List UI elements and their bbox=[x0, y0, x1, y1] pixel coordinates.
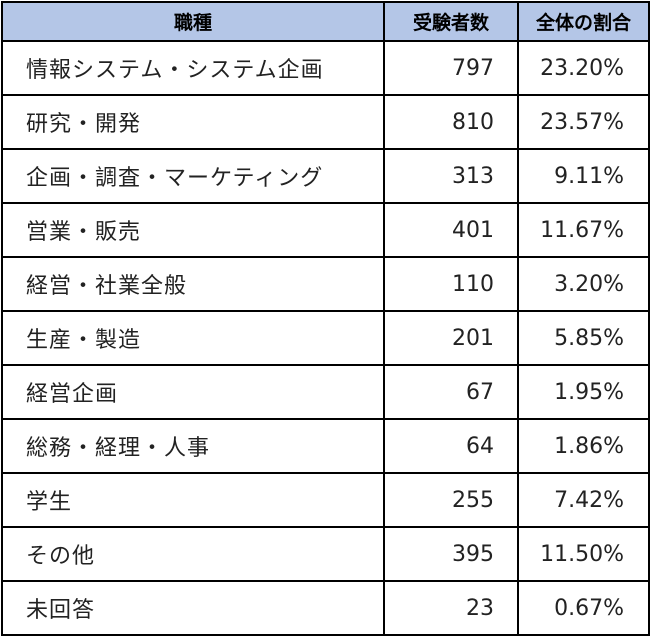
ratio-cell: 11.50% bbox=[517, 526, 650, 582]
table-row: 総務・経理・人事 64 1.86% bbox=[1, 418, 650, 474]
table-row: 学生 255 7.42% bbox=[1, 472, 650, 528]
ratio-cell: 0.67% bbox=[517, 580, 650, 636]
occupation-cell: 営業・販売 bbox=[1, 202, 385, 258]
table-row: 企画・調査・マーケティング 313 9.11% bbox=[1, 148, 650, 204]
count-cell: 110 bbox=[383, 256, 519, 312]
occupation-cell: 情報システム・システム企画 bbox=[1, 40, 385, 96]
occupation-cell: 企画・調査・マーケティング bbox=[1, 148, 385, 204]
header-overall-ratio: 全体の割合 bbox=[517, 1, 650, 42]
table-row: 未回答 23 0.67% bbox=[1, 580, 650, 636]
count-cell: 810 bbox=[383, 94, 519, 150]
ratio-cell: 9.11% bbox=[517, 148, 650, 204]
count-cell: 401 bbox=[383, 202, 519, 258]
ratio-cell: 7.42% bbox=[517, 472, 650, 528]
count-cell: 255 bbox=[383, 472, 519, 528]
occupation-cell: 経営・社業全般 bbox=[1, 256, 385, 312]
table-row: その他 395 11.50% bbox=[1, 526, 650, 582]
count-cell: 67 bbox=[383, 364, 519, 420]
table-row: 経営・社業全般 110 3.20% bbox=[1, 256, 650, 312]
occupation-cell: 学生 bbox=[1, 472, 385, 528]
occupation-cell: 生産・製造 bbox=[1, 310, 385, 366]
occupation-cell: 総務・経理・人事 bbox=[1, 418, 385, 474]
table-row: 情報システム・システム企画 797 23.20% bbox=[1, 40, 650, 96]
table-row: 営業・販売 401 11.67% bbox=[1, 202, 650, 258]
ratio-cell: 23.57% bbox=[517, 94, 650, 150]
table-row: 経営企画 67 1.95% bbox=[1, 364, 650, 420]
ratio-cell: 1.86% bbox=[517, 418, 650, 474]
table-row: 生産・製造 201 5.85% bbox=[1, 310, 650, 366]
count-cell: 64 bbox=[383, 418, 519, 474]
occupation-cell: 研究・開発 bbox=[1, 94, 385, 150]
header-occupation: 職種 bbox=[1, 1, 385, 42]
occupation-cell: その他 bbox=[1, 526, 385, 582]
ratio-cell: 3.20% bbox=[517, 256, 650, 312]
count-cell: 313 bbox=[383, 148, 519, 204]
header-row: 職種 受験者数 全体の割合 bbox=[1, 1, 650, 42]
occupation-cell: 経営企画 bbox=[1, 364, 385, 420]
occupation-cell: 未回答 bbox=[1, 580, 385, 636]
ratio-cell: 5.85% bbox=[517, 310, 650, 366]
count-cell: 395 bbox=[383, 526, 519, 582]
header-examinee-count: 受験者数 bbox=[383, 1, 519, 42]
ratio-cell: 23.20% bbox=[517, 40, 650, 96]
ratio-cell: 11.67% bbox=[517, 202, 650, 258]
ratio-cell: 1.95% bbox=[517, 364, 650, 420]
count-cell: 797 bbox=[383, 40, 519, 96]
count-cell: 201 bbox=[383, 310, 519, 366]
table-row: 研究・開発 810 23.57% bbox=[1, 94, 650, 150]
count-cell: 23 bbox=[383, 580, 519, 636]
